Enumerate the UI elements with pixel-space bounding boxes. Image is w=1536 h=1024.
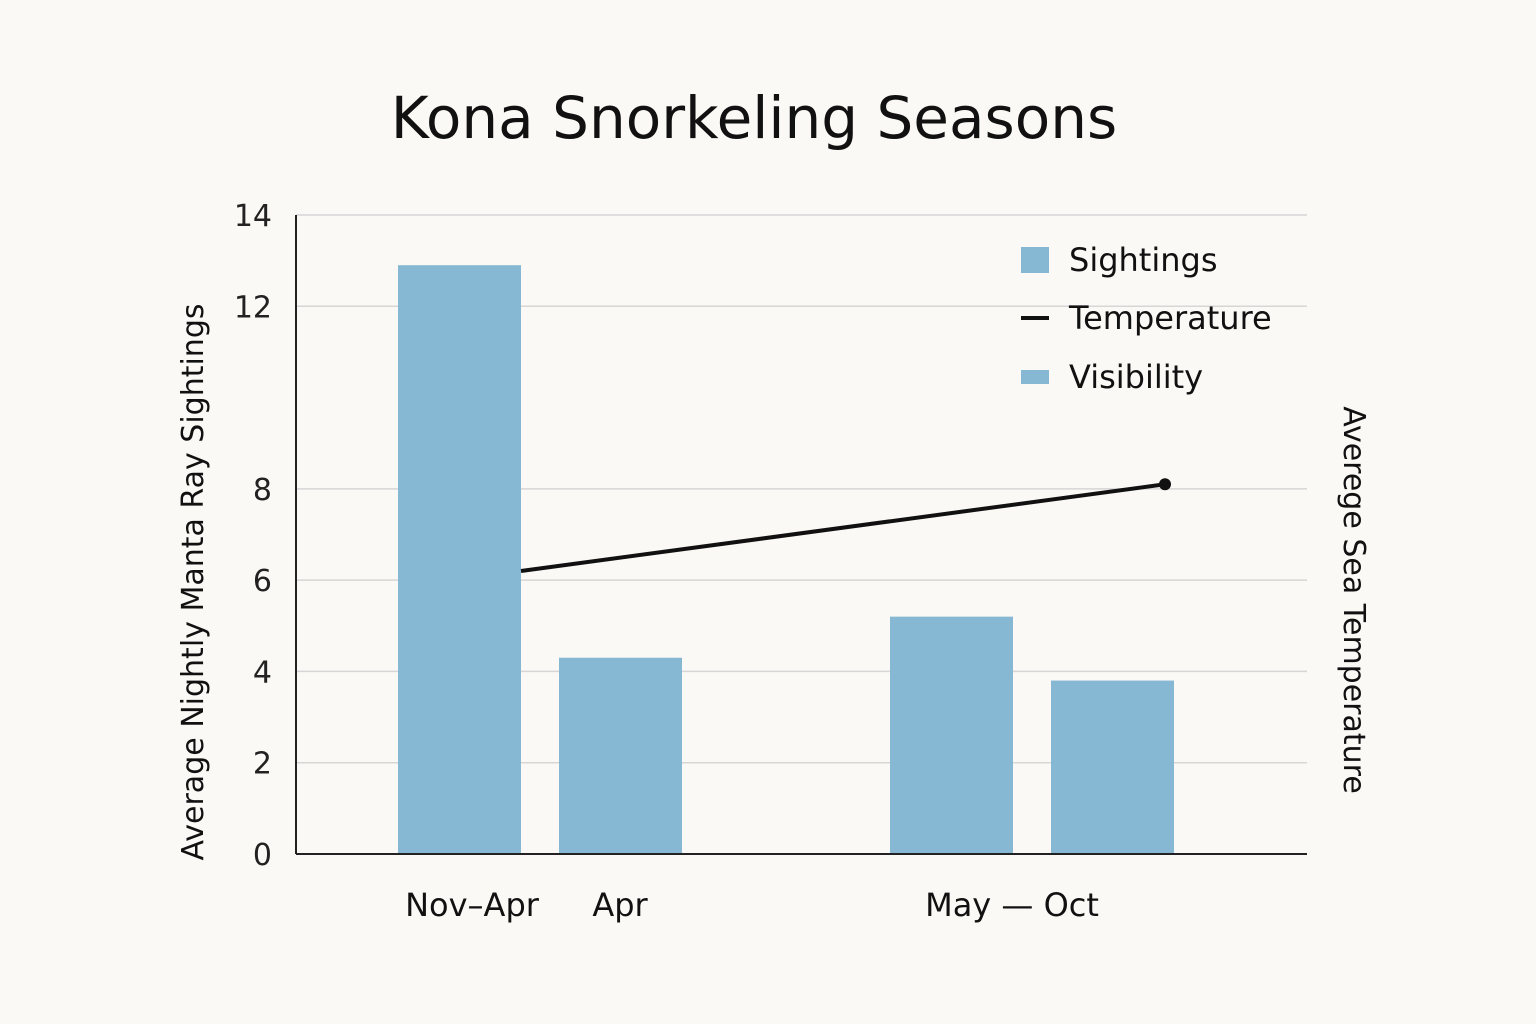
bar-sightings bbox=[890, 616, 1013, 854]
bar-visibility bbox=[559, 657, 682, 854]
temperature-line bbox=[520, 482, 1166, 573]
y-tick-label: 0 bbox=[253, 838, 272, 873]
legend: Sightings Temperature Visibility bbox=[1021, 241, 1272, 396]
axes bbox=[295, 215, 1307, 855]
y-tick-label: 6 bbox=[253, 564, 272, 599]
bar-visibility bbox=[1051, 680, 1174, 854]
chart-title: Kona Snorkeling Seasons bbox=[391, 84, 1117, 152]
y2-axis-label: Averege Sea Temperature bbox=[1336, 406, 1371, 794]
y-tick-label: 14 bbox=[234, 199, 272, 234]
temperature-point bbox=[1159, 478, 1171, 491]
temperature-line-group bbox=[520, 478, 1171, 573]
y-tick-labels: 0 2 4 6 8 12 14 bbox=[234, 199, 272, 873]
y-tick-label: 4 bbox=[253, 655, 272, 690]
legend-label: Sightings bbox=[1069, 241, 1218, 279]
x-tick-label: Apr bbox=[592, 886, 648, 924]
bar-sightings bbox=[398, 265, 521, 854]
y-axis-label: Average Nightly Manta Ray Sightings bbox=[176, 304, 211, 861]
y-tick-label: 2 bbox=[253, 747, 272, 782]
x-tick-labels: Nov–Apr Apr May — Oct bbox=[405, 886, 1099, 924]
x-tick-label: May — Oct bbox=[925, 886, 1099, 924]
legend-swatch-visibility bbox=[1021, 370, 1049, 384]
bars bbox=[398, 265, 1174, 854]
legend-label: Visibility bbox=[1069, 358, 1203, 396]
y-tick-label: 12 bbox=[234, 290, 272, 325]
x-tick-label: Nov–Apr bbox=[405, 886, 540, 924]
legend-swatch-sightings bbox=[1021, 247, 1049, 273]
y-tick-label: 8 bbox=[253, 473, 272, 508]
legend-label: Temperature bbox=[1068, 299, 1272, 337]
